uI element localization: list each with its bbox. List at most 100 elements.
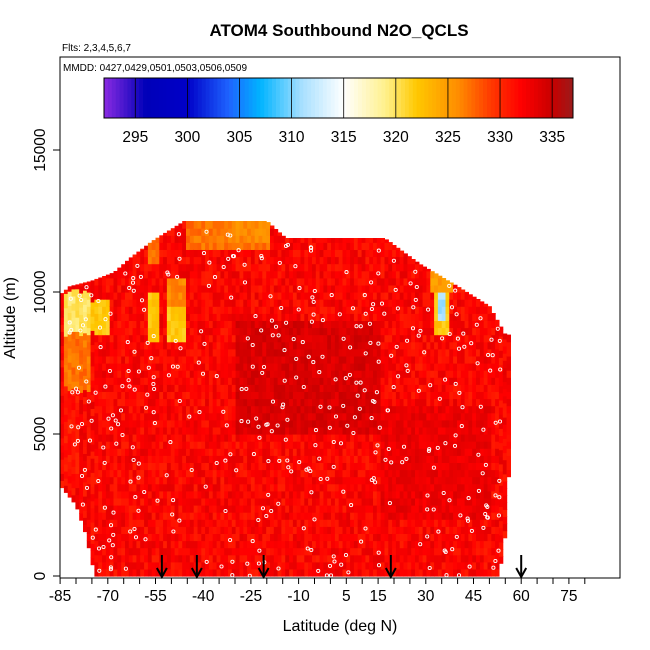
heatmap-cell xyxy=(94,519,99,527)
heatmap-cell xyxy=(449,497,454,506)
heatmap-cell xyxy=(430,348,435,357)
heatmap-cell xyxy=(132,426,137,435)
heatmap-cell xyxy=(407,469,412,478)
heatmap-cell xyxy=(380,398,385,407)
heatmap-cell xyxy=(197,497,202,506)
heatmap-cell xyxy=(98,455,103,463)
heatmap-cell xyxy=(273,341,279,350)
heatmap-cell xyxy=(250,277,256,286)
heatmap-cell xyxy=(319,256,324,265)
heatmap-cell xyxy=(407,327,412,336)
heatmap-cell xyxy=(250,377,256,385)
heatmap-cell xyxy=(239,313,244,321)
heatmap-cell xyxy=(136,568,141,577)
heatmap-cell xyxy=(109,476,115,485)
heatmap-cell xyxy=(353,519,359,527)
heatmap-cell xyxy=(144,256,149,265)
heatmap-cell xyxy=(399,519,405,527)
heatmap-cell xyxy=(128,426,134,435)
heatmap-cell xyxy=(239,490,244,499)
heatmap-cell xyxy=(327,561,332,570)
heatmap-cell xyxy=(353,462,359,471)
heatmap-cell xyxy=(163,348,168,357)
heatmap-cell xyxy=(144,419,149,428)
heatmap-cell xyxy=(197,249,202,258)
heatmap-cell xyxy=(270,341,275,350)
heatmap-cell xyxy=(216,228,221,236)
heatmap-cell xyxy=(86,519,92,527)
heatmap-cell xyxy=(132,284,137,293)
heatmap-cell xyxy=(266,306,271,314)
heatmap-cell xyxy=(426,426,431,435)
heatmap-cell xyxy=(186,547,191,556)
heatmap-cell xyxy=(231,512,237,520)
heatmap-cell xyxy=(327,299,332,307)
heatmap-cell xyxy=(239,526,244,534)
heatmap-cell xyxy=(300,306,305,314)
heatmap-cell xyxy=(365,355,370,364)
heatmap-cell xyxy=(67,475,73,484)
heatmap-cell xyxy=(212,568,218,577)
heatmap-cell xyxy=(327,327,332,336)
heatmap-cell xyxy=(75,302,80,311)
heatmap-cell xyxy=(60,302,65,311)
heatmap-cell xyxy=(155,561,160,570)
heatmap-cell xyxy=(365,284,370,293)
heatmap-cell xyxy=(262,497,267,506)
heatmap-cell xyxy=(281,284,286,293)
heatmap-cell xyxy=(403,554,408,563)
heatmap-cell xyxy=(273,235,279,243)
heatmap-cell xyxy=(388,348,393,357)
heatmap-cell xyxy=(231,497,237,506)
heatmap-cell xyxy=(353,419,359,428)
heatmap-cell xyxy=(392,547,397,556)
heatmap-cell xyxy=(300,483,305,492)
heatmap-cell xyxy=(205,341,210,350)
heatmap-cell xyxy=(113,377,118,385)
heatmap-cell xyxy=(399,512,405,520)
heatmap-cell xyxy=(273,448,279,456)
heatmap-cell xyxy=(63,371,69,380)
heatmap-cell xyxy=(418,320,424,329)
heatmap-cell xyxy=(109,348,115,357)
heatmap-cell xyxy=(71,374,76,382)
heatmap-cell xyxy=(205,405,210,414)
heatmap-cell xyxy=(90,529,95,537)
heatmap-cell xyxy=(422,398,427,407)
heatmap-cell xyxy=(353,242,359,250)
heatmap-cell xyxy=(151,568,157,577)
heatmap-cell xyxy=(208,476,214,485)
heatmap-cell xyxy=(357,384,363,392)
heatmap-cell xyxy=(315,256,321,265)
heatmap-cell xyxy=(243,334,248,343)
heatmap-cell xyxy=(105,505,111,513)
heatmap-cell xyxy=(346,292,351,300)
heatmap-cell xyxy=(426,483,431,492)
heatmap-cell xyxy=(369,419,374,428)
heatmap-cell xyxy=(277,355,282,364)
heatmap-cell xyxy=(342,249,347,258)
heatmap-cell xyxy=(63,428,69,437)
heatmap-cell xyxy=(220,391,225,400)
heatmap-cell xyxy=(315,284,321,293)
heatmap-cell xyxy=(216,391,221,400)
heatmap-cell xyxy=(350,462,355,471)
heatmap-cell xyxy=(201,249,206,258)
heatmap-cell xyxy=(266,320,271,329)
heatmap-cell xyxy=(353,469,359,478)
heatmap-cell xyxy=(441,320,447,329)
heatmap-cell xyxy=(151,263,157,272)
heatmap-cell xyxy=(205,355,210,364)
heatmap-cell xyxy=(144,313,149,321)
heatmap-cell xyxy=(254,320,260,329)
heatmap-cell xyxy=(86,526,92,534)
heatmap-cell xyxy=(457,412,462,421)
heatmap-cell xyxy=(243,483,248,492)
heatmap-cell xyxy=(239,497,244,506)
heatmap-cell xyxy=(449,469,454,478)
heatmap-cell xyxy=(334,370,340,378)
heatmap-cell xyxy=(71,303,76,311)
heatmap-cell xyxy=(319,284,324,293)
heatmap-cell xyxy=(323,568,328,577)
heatmap-cell xyxy=(235,469,240,478)
